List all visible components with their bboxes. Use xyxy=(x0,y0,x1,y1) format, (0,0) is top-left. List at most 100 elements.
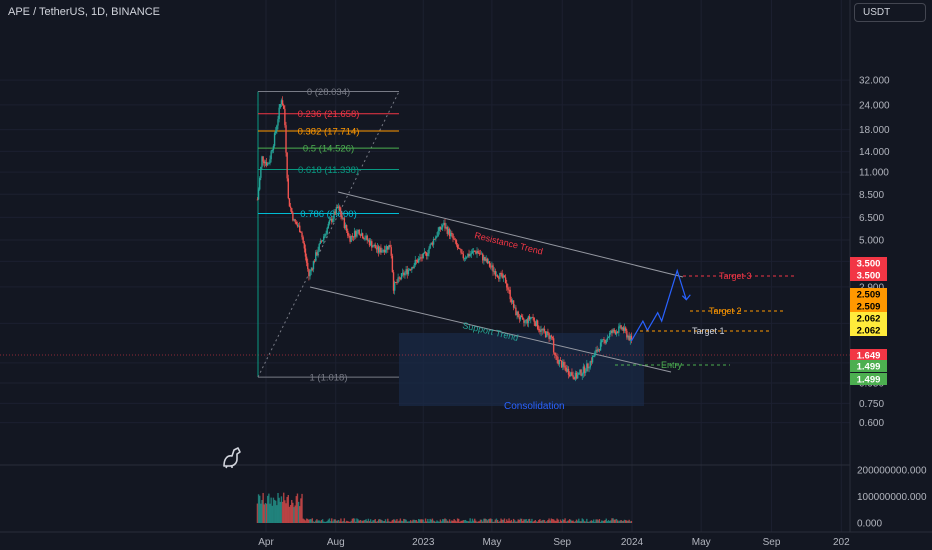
volume-bar xyxy=(579,521,581,523)
candle-body xyxy=(495,275,498,277)
candle-body xyxy=(504,277,507,284)
candle-body xyxy=(302,237,304,244)
candle-body xyxy=(320,240,323,242)
volume-bar xyxy=(257,494,260,523)
x-axis-ticks: Apr Aug 2023 May Sep 2024 May Sep 202 xyxy=(258,537,850,548)
volume-bar xyxy=(539,519,541,523)
volume-bar xyxy=(388,521,390,523)
x-tick-label: 2024 xyxy=(621,537,644,548)
volume-bar xyxy=(267,495,269,523)
candle-body xyxy=(608,333,611,337)
volume-bar xyxy=(510,519,513,523)
volume-bar xyxy=(484,518,486,523)
candle-body xyxy=(483,257,485,261)
candle-body xyxy=(445,227,447,229)
candle-body xyxy=(613,329,615,332)
volume-bar xyxy=(462,520,464,523)
volume-bar xyxy=(604,520,606,523)
candle-body xyxy=(610,330,612,334)
price-badge-label: 1.499 xyxy=(857,375,881,386)
candle-body xyxy=(284,108,286,126)
volume-bar xyxy=(480,519,483,523)
fib-level-label: 1 (1.018) xyxy=(309,373,347,384)
candle-body xyxy=(323,236,325,240)
candle-body xyxy=(456,244,459,249)
fibonacci-retracement: 0 (28.034) 0.236 (21.658) 0.382 (17.714) 0.… xyxy=(257,87,400,384)
x-tick-label: 2023 xyxy=(412,537,435,548)
candle-body xyxy=(416,260,419,263)
volume-bar xyxy=(421,519,423,523)
symbol-title: APE / TetherUS, 1D, BINANCE xyxy=(8,6,161,18)
volume-bar xyxy=(260,503,262,523)
volume-bar xyxy=(454,520,456,523)
volume-bar xyxy=(280,496,283,523)
candle-body xyxy=(408,269,411,271)
x-tick-label: May xyxy=(482,537,501,548)
volume-bar xyxy=(313,521,316,523)
volume-bar xyxy=(423,521,426,523)
volume-bar xyxy=(279,501,281,523)
candle-body xyxy=(568,374,571,376)
candle-body xyxy=(411,267,413,270)
volume-bar xyxy=(302,518,304,523)
volume-bar xyxy=(591,520,594,523)
candle-body xyxy=(469,254,471,257)
volume-bar xyxy=(528,518,531,523)
candle-body xyxy=(319,240,322,244)
volume-bar xyxy=(551,519,554,523)
fib-level-label: 0.382 (17.714) xyxy=(298,127,360,138)
volume-bar xyxy=(460,520,462,523)
volume-bar xyxy=(568,519,571,523)
candle-body xyxy=(400,273,403,279)
candle-body xyxy=(607,336,610,338)
candle-body xyxy=(525,319,527,322)
entry-label: Entry xyxy=(661,360,683,370)
candle-body xyxy=(328,220,331,224)
candle-body xyxy=(333,211,335,219)
candle-body xyxy=(544,331,547,338)
candle-body xyxy=(398,277,400,279)
candle-body xyxy=(364,238,366,240)
volume-bar xyxy=(271,505,273,523)
volume-axis-ticks: 200000000.000 100000000.000 0.000 xyxy=(857,466,927,530)
candle-body xyxy=(612,329,614,333)
consolidation-box xyxy=(399,333,644,406)
volume-bar xyxy=(321,519,324,523)
volume-bar xyxy=(300,498,302,523)
volume-bar xyxy=(369,519,372,523)
candle-body xyxy=(321,239,324,242)
volume-bar xyxy=(353,518,356,523)
volume-bar xyxy=(363,520,365,523)
candle-body xyxy=(596,349,598,352)
volume-bar xyxy=(297,501,300,523)
volume-bar xyxy=(323,521,325,523)
candle-body xyxy=(522,317,524,320)
candle-body xyxy=(471,251,474,254)
volume-bar xyxy=(319,521,322,523)
candle-body xyxy=(341,216,343,219)
candle-body xyxy=(387,246,389,250)
candle-body xyxy=(570,372,572,376)
volume-bar xyxy=(523,519,525,523)
candle-body xyxy=(541,329,543,331)
volume-bar xyxy=(316,519,318,523)
volume-bar xyxy=(372,520,374,523)
volume-bar xyxy=(464,519,467,523)
candle-body xyxy=(352,236,355,238)
volume-bar xyxy=(382,521,384,523)
candle-body xyxy=(618,326,620,333)
volume-bar xyxy=(494,519,497,523)
price-badge-label: 2.509 xyxy=(857,302,881,313)
candle-body xyxy=(470,253,473,255)
candle-body xyxy=(396,282,398,284)
candle-body xyxy=(379,247,381,253)
volume-bar xyxy=(603,520,605,523)
fib-trend-line xyxy=(257,91,400,378)
candle-body xyxy=(365,235,367,239)
candle-body xyxy=(463,257,466,259)
volume-bar xyxy=(621,520,623,523)
candle-body xyxy=(466,257,468,259)
volume-bar xyxy=(525,519,527,523)
currency-button[interactable]: USDT xyxy=(854,3,926,22)
volume-bar xyxy=(586,518,588,523)
